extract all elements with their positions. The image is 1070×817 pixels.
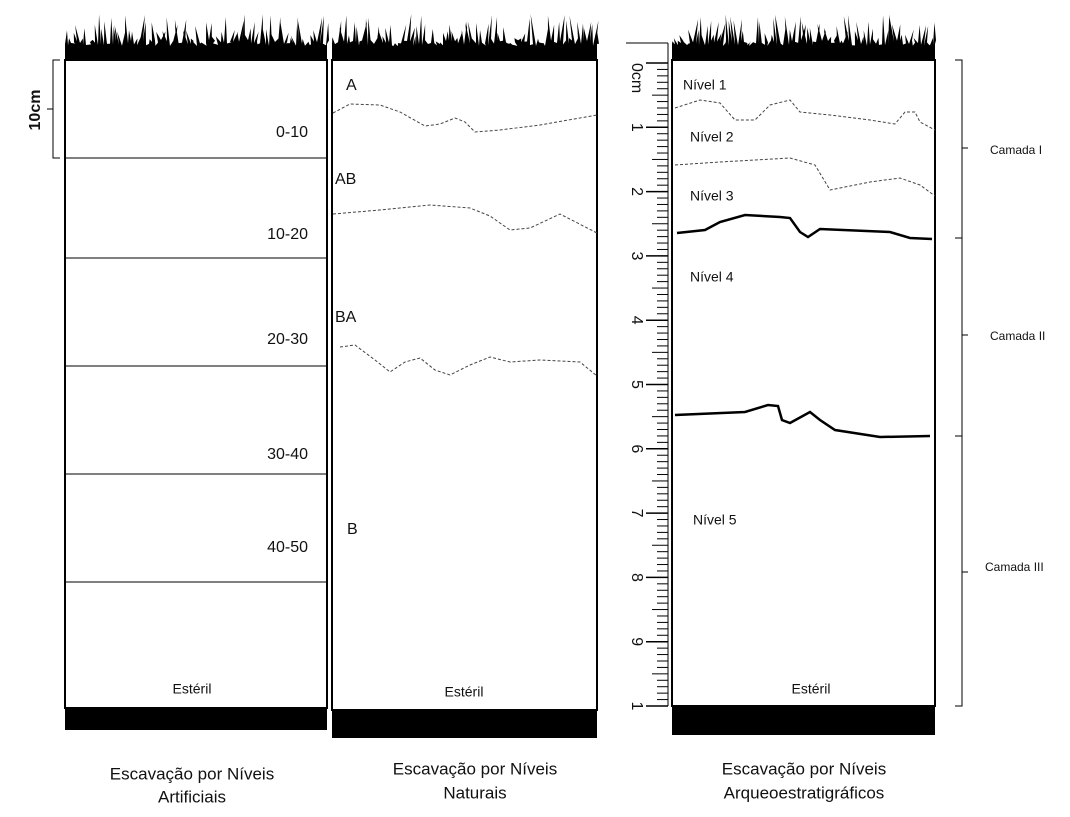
base <box>65 708 327 730</box>
level-label: 0-10 <box>276 124 308 141</box>
base-label: Estéril <box>792 681 831 697</box>
level-label: Nível 1 <box>683 77 727 93</box>
ruler-label: 9 <box>628 637 645 646</box>
base-label: Estéril <box>173 681 212 697</box>
ruler-label: 2 <box>628 187 645 196</box>
panel-artificial <box>64 59 328 709</box>
layer-label: Camada III <box>985 560 1044 574</box>
layer-label: Camada II <box>990 329 1045 343</box>
base <box>332 710 597 738</box>
level-label: 20-30 <box>267 331 308 348</box>
horizon-label: BA <box>335 309 357 326</box>
level-lines <box>65 157 327 583</box>
horizon-label: A <box>346 77 357 94</box>
base-label: Estéril <box>445 684 484 700</box>
caption: Escavação por Níveis <box>393 759 557 778</box>
ruler-label: 6 <box>628 444 645 453</box>
horizon-label: AB <box>335 171 356 188</box>
grass-strip <box>332 14 599 63</box>
ruler-label: 3 <box>628 251 645 260</box>
level-label: Nível 4 <box>690 269 734 285</box>
scale-bracket <box>47 59 60 159</box>
level-boundary <box>674 157 936 197</box>
caption: Artificiais <box>158 787 226 806</box>
caption: Escavação por Níveis <box>110 764 274 783</box>
ruler-label: 7 <box>628 509 645 518</box>
panel-natural <box>331 59 598 711</box>
grass-strip <box>65 14 329 62</box>
ruler-label: 1 <box>628 702 645 711</box>
ruler-label: 5 <box>628 380 645 389</box>
level-label: Nível 5 <box>693 512 737 528</box>
ruler-label: 8 <box>628 573 645 582</box>
panel-archaeostratigraphic <box>671 59 936 707</box>
level-label: 10-20 <box>267 226 308 243</box>
layer-boundary <box>674 403 931 439</box>
grass <box>65 14 936 63</box>
layer-label: Camada I <box>990 143 1042 157</box>
caption: Arqueoestratigráficos <box>724 783 885 802</box>
caption: Naturais <box>443 783 506 802</box>
horizon-boundary <box>339 344 598 377</box>
horizon-boundary <box>332 204 598 234</box>
level-label: 40-50 <box>267 539 308 556</box>
horizon-label: B <box>347 521 358 538</box>
ruler: 0cm 1 2 3 4 5 6 7 8 9 1 <box>626 42 669 711</box>
level-label: 30-40 <box>267 446 308 463</box>
level-label: Nível 3 <box>690 188 734 204</box>
ruler-label: 4 <box>628 316 645 325</box>
grass-strip <box>672 14 936 63</box>
caption: Escavação por Níveis <box>722 759 886 778</box>
horizon-boundary <box>332 103 598 133</box>
layer-boundary <box>676 213 933 241</box>
scale-label: 10cm <box>27 90 44 131</box>
level-boundary <box>674 99 936 131</box>
base <box>672 706 935 735</box>
layer-brackets <box>955 59 968 707</box>
level-label: Nível 2 <box>690 129 734 145</box>
ruler-label: 0cm <box>628 63 645 93</box>
ruler-label: 1 <box>628 123 645 132</box>
